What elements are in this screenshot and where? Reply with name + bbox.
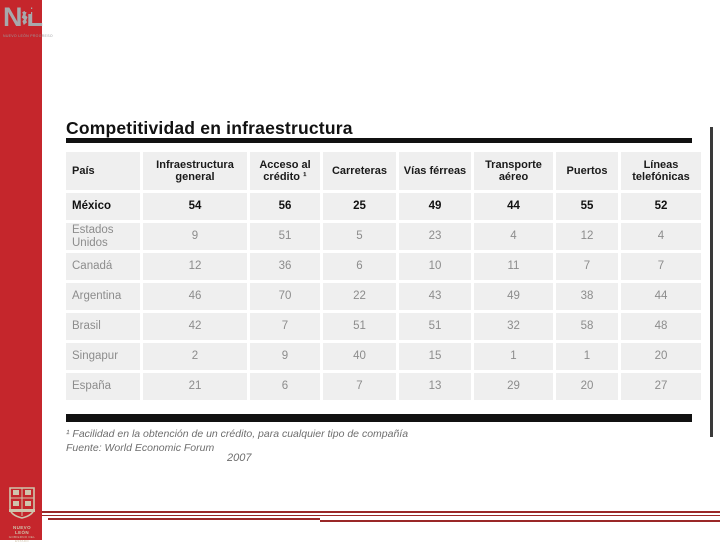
- value-cell: 1: [474, 343, 553, 370]
- coat-of-arms-icon: [9, 487, 35, 519]
- country-cell: Canadá: [66, 253, 140, 280]
- column-header: Líneas telefónicas: [621, 152, 701, 190]
- value-cell: 51: [323, 313, 396, 340]
- value-cell: 32: [474, 313, 553, 340]
- value-cell: 7: [621, 253, 701, 280]
- value-cell: 22: [323, 283, 396, 310]
- nuevo-leon-state-icon: [21, 11, 28, 25]
- year-label: 2007: [227, 452, 252, 464]
- value-cell: 4: [621, 223, 701, 250]
- value-cell: 1: [556, 343, 618, 370]
- value-cell: 6: [323, 253, 396, 280]
- country-cell: Argentina: [66, 283, 140, 310]
- value-cell: 11: [474, 253, 553, 280]
- value-cell: 46: [143, 283, 247, 310]
- value-cell: 7: [556, 253, 618, 280]
- page-title: Competitividad en infraestructura: [66, 118, 353, 138]
- right-border-rule: [710, 127, 713, 437]
- coat-of-arms-caption: NUEVO LEÓN: [12, 525, 31, 535]
- value-cell: 56: [250, 193, 320, 220]
- value-cell: 15: [399, 343, 471, 370]
- value-cell: 20: [621, 343, 701, 370]
- value-cell: 12: [556, 223, 618, 250]
- column-header: Acceso al crédito ¹: [250, 152, 320, 190]
- value-cell: 49: [399, 193, 471, 220]
- value-cell: 27: [621, 373, 701, 400]
- column-header: Vías férreas: [399, 152, 471, 190]
- value-cell: 70: [250, 283, 320, 310]
- value-cell: 42: [143, 313, 247, 340]
- value-cell: 55: [556, 193, 618, 220]
- value-cell: 12: [143, 253, 247, 280]
- value-cell: 52: [621, 193, 701, 220]
- nl-logo-letters: N L: [3, 2, 43, 32]
- country-cell: Estados Unidos: [66, 223, 140, 250]
- value-cell: 23: [399, 223, 471, 250]
- value-cell: 29: [474, 373, 553, 400]
- value-cell: 44: [474, 193, 553, 220]
- value-cell: 9: [250, 343, 320, 370]
- column-header: Puertos: [556, 152, 618, 190]
- value-cell: 9: [143, 223, 247, 250]
- value-cell: 43: [399, 283, 471, 310]
- footnote-source: Fuente: World Economic Forum: [66, 441, 215, 454]
- value-cell: 44: [621, 283, 701, 310]
- value-cell: 58: [556, 313, 618, 340]
- column-header: Transporte aéreo: [474, 152, 553, 190]
- value-cell: 51: [250, 223, 320, 250]
- country-cell: Brasil: [66, 313, 140, 340]
- value-cell: 51: [399, 313, 471, 340]
- value-cell: 6: [250, 373, 320, 400]
- column-header: País: [66, 152, 140, 190]
- value-cell: 36: [250, 253, 320, 280]
- country-cell: México: [66, 193, 140, 220]
- bottom-rule-2: [42, 515, 720, 517]
- value-cell: 7: [250, 313, 320, 340]
- value-cell: 10: [399, 253, 471, 280]
- value-cell: 25: [323, 193, 396, 220]
- value-cell: 21: [143, 373, 247, 400]
- bottom-rule-1: [42, 511, 720, 513]
- value-cell: 38: [556, 283, 618, 310]
- country-cell: Singapur: [66, 343, 140, 370]
- column-header: Infraestructura general: [143, 152, 247, 190]
- infrastructure-table: País Infraestructura general Acceso al cré…: [66, 152, 701, 400]
- value-cell: 49: [474, 283, 553, 310]
- table-bottom-bar: [66, 414, 692, 422]
- value-cell: 20: [556, 373, 618, 400]
- country-cell: España: [66, 373, 140, 400]
- value-cell: 4: [474, 223, 553, 250]
- value-cell: 5: [323, 223, 396, 250]
- coat-of-arms: NUEVO LEÓN GOBIERNO DEL ESTADO: [7, 487, 37, 543]
- nl-logo-letter-n: N: [3, 2, 22, 32]
- coat-of-arms-subcaption: GOBIERNO DEL ESTADO: [8, 535, 36, 543]
- footnote-credit: ¹ Facilidad en la obtención de un crédit…: [66, 428, 409, 440]
- nl-logo-slogan: NUEVO LEÓN PROGRESO: [3, 34, 53, 38]
- value-cell: 13: [399, 373, 471, 400]
- bottom-rule-4: [320, 520, 720, 522]
- value-cell: 54: [143, 193, 247, 220]
- value-cell: 2: [143, 343, 247, 370]
- title-rule: [66, 138, 692, 143]
- footnotes: ¹ Facilidad en la obtención de un crédit…: [66, 428, 408, 455]
- value-cell: 40: [323, 343, 396, 370]
- nuevo-leon-logo: N L NUEVO LEÓN PROGRESO: [3, 2, 53, 44]
- value-cell: 48: [621, 313, 701, 340]
- value-cell: 7: [323, 373, 396, 400]
- sidebar: N L NUEVO LEÓN PROGRESO NUEVO LEÓN GOBIE…: [0, 0, 53, 543]
- nl-logo-cross-icon: [25, 6, 33, 14]
- column-header: Carreteras: [323, 152, 396, 190]
- bottom-rule-3: [48, 518, 320, 520]
